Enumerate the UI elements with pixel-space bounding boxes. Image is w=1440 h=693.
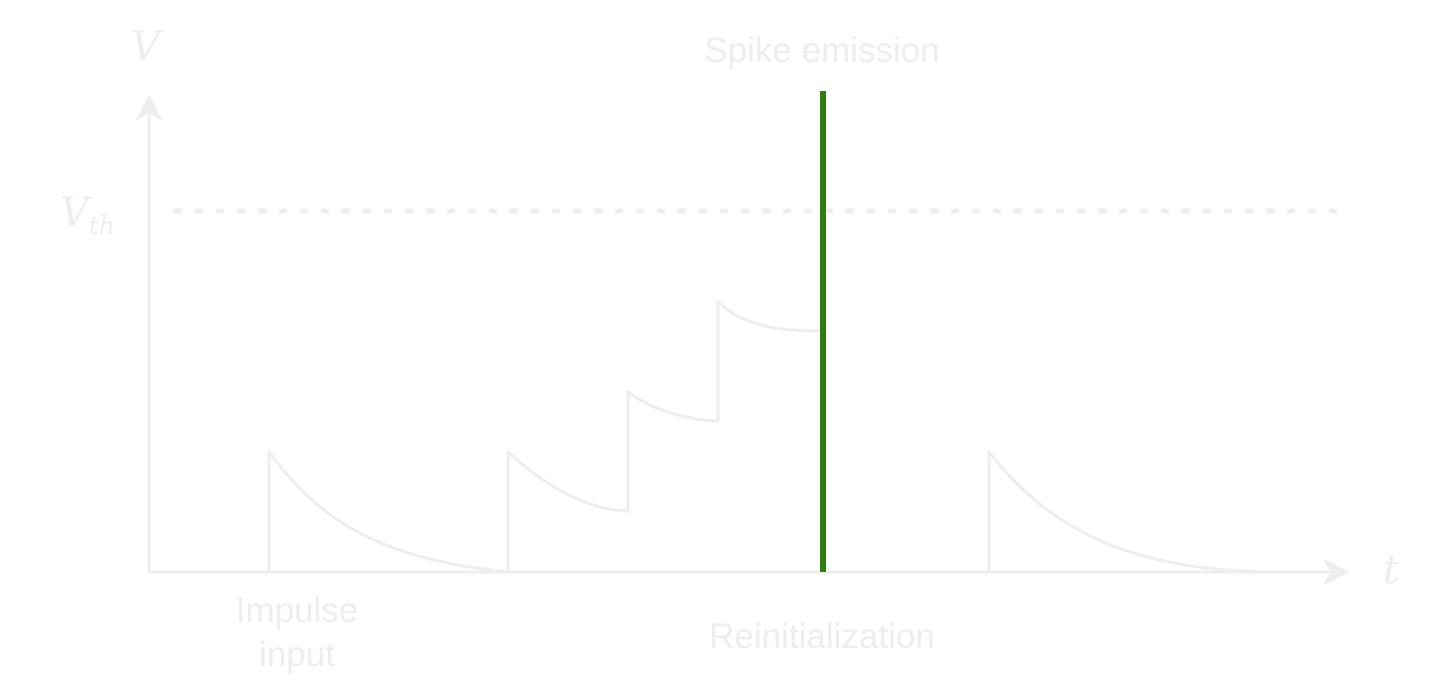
threshold-label-subscript: th	[89, 211, 115, 240]
y-axis-label: V	[131, 24, 164, 70]
threshold-label-main: V	[60, 190, 93, 236]
membrane-potential-trace	[267, 211, 823, 574]
impulse-input-label-line2: input	[259, 635, 335, 674]
threshold-label: Vth	[60, 190, 115, 240]
spike-emission-label: Spike emission	[704, 31, 939, 70]
post-reset-trace	[987, 450, 1335, 574]
reinitialization-label: Reinitialization	[709, 617, 935, 656]
impulse-input-label-line1: Impulse	[236, 591, 359, 630]
x-axis-label: t	[1383, 547, 1400, 593]
